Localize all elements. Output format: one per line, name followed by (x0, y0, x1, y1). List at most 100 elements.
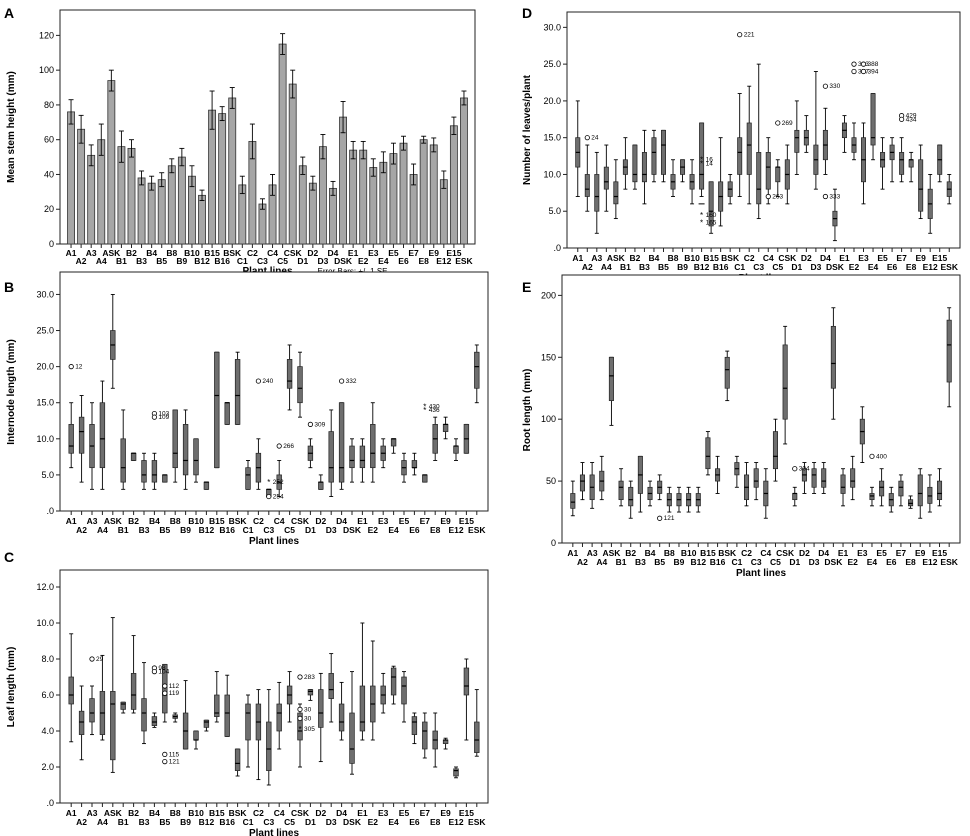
outlier-point (297, 706, 303, 713)
x-tick-label: BSK (721, 253, 740, 263)
y-tick-label: 4.0 (41, 726, 54, 736)
x-tick-label: C3 (753, 262, 764, 272)
x-tick-label: DSK (334, 256, 353, 266)
x-tick-label: B4 (146, 248, 157, 258)
x-tick-label: A1 (572, 253, 583, 263)
bar (449, 125, 458, 245)
box (660, 129, 666, 175)
box (422, 721, 428, 750)
box (724, 356, 730, 389)
x-tick-label: B15 (204, 248, 220, 258)
x-tick-label: E7 (420, 516, 431, 526)
box (193, 438, 199, 476)
x-tick-label: B3 (139, 817, 150, 827)
y-tick-label: 0 (551, 538, 556, 548)
x-tick-label: E3 (378, 516, 389, 526)
x-tick-label: D4 (820, 253, 831, 263)
y-tick-label: 40 (44, 169, 54, 179)
x-tick-label: E5 (877, 253, 888, 263)
x-tick-label: BSK (229, 516, 248, 526)
y-tick-label: 80 (44, 100, 54, 110)
box (937, 480, 943, 501)
outlier-label: 12 (75, 364, 83, 371)
outlier-point (151, 414, 157, 420)
y-tick-label: 120 (39, 30, 54, 40)
box (297, 712, 303, 741)
outlier-point (737, 32, 743, 38)
box (603, 166, 609, 190)
box (594, 174, 600, 212)
x-tick-label: D1 (297, 256, 308, 266)
box (463, 667, 470, 696)
box (474, 351, 480, 389)
outlier-point (162, 751, 168, 758)
box (214, 351, 220, 469)
bar (147, 182, 156, 245)
box (699, 122, 705, 190)
box (390, 438, 397, 447)
x-tick-label: E12 (923, 262, 938, 272)
x-tick-label: BSK (229, 808, 248, 818)
plot-frame (59, 569, 489, 804)
outlier-point (584, 135, 590, 141)
bar (67, 111, 75, 245)
box (89, 698, 95, 723)
bar (359, 149, 368, 245)
x-tick-label: C2 (744, 253, 755, 263)
x-tick-label: B8 (668, 253, 679, 263)
outlier-label: 252 (273, 479, 284, 486)
x-tick-label: D3 (317, 256, 328, 266)
bar (308, 182, 317, 245)
outlier-label: 30 (304, 715, 312, 722)
outlier-point (255, 378, 261, 384)
x-tick-label: E9 (915, 253, 926, 263)
x-tick-label: A1 (66, 248, 77, 258)
y-tick-label: 30.0 (36, 289, 54, 299)
box (318, 689, 324, 728)
x-tick-label: B8 (166, 248, 177, 258)
outlier-label: 283 (304, 674, 315, 681)
box (349, 712, 355, 764)
box (338, 703, 345, 732)
x-tick-label: A3 (591, 253, 602, 263)
x-tick-label: B12 (694, 262, 710, 272)
plot-frame (566, 11, 961, 249)
x-tick-label: ASK (104, 808, 123, 818)
x-tick-label: E15 (459, 516, 474, 526)
bar (278, 43, 287, 245)
outlier-label: 103 (158, 411, 169, 418)
x-tick-label: A3 (87, 516, 98, 526)
box (618, 480, 624, 501)
x-tick-label: E12 (448, 525, 463, 535)
box (214, 694, 220, 717)
outlier-label: 121 (664, 515, 675, 522)
outlier-label: 304 (799, 466, 810, 473)
x-tick-label: E2 (849, 262, 860, 272)
bar (127, 147, 136, 245)
x-tick-label: B9 (674, 557, 685, 567)
box (411, 716, 418, 735)
panel-letter: D (522, 5, 532, 21)
x-tick-label: B3 (639, 262, 650, 272)
box (453, 445, 459, 454)
x-tick-label: C2 (741, 548, 752, 558)
box (908, 159, 914, 168)
x-tick-label: ESK (455, 256, 473, 266)
x-axis-label: Plant lines (249, 536, 299, 547)
x-tick-label: B5 (658, 262, 669, 272)
x-tick-label: DSK (826, 262, 845, 272)
x-tick-label: E7 (408, 248, 419, 258)
x-tick-label: E15 (932, 548, 947, 558)
box (908, 499, 914, 507)
box (297, 366, 303, 404)
x-tick-label: B10 (188, 516, 204, 526)
box (78, 710, 85, 735)
bar (218, 113, 227, 245)
bar (339, 116, 347, 245)
box (705, 437, 711, 470)
outlier-label: 30 (304, 706, 312, 713)
outlier-point (792, 466, 798, 472)
y-tick-label: .0 (46, 798, 54, 808)
x-tick-label: D1 (305, 525, 316, 535)
box (850, 468, 856, 488)
